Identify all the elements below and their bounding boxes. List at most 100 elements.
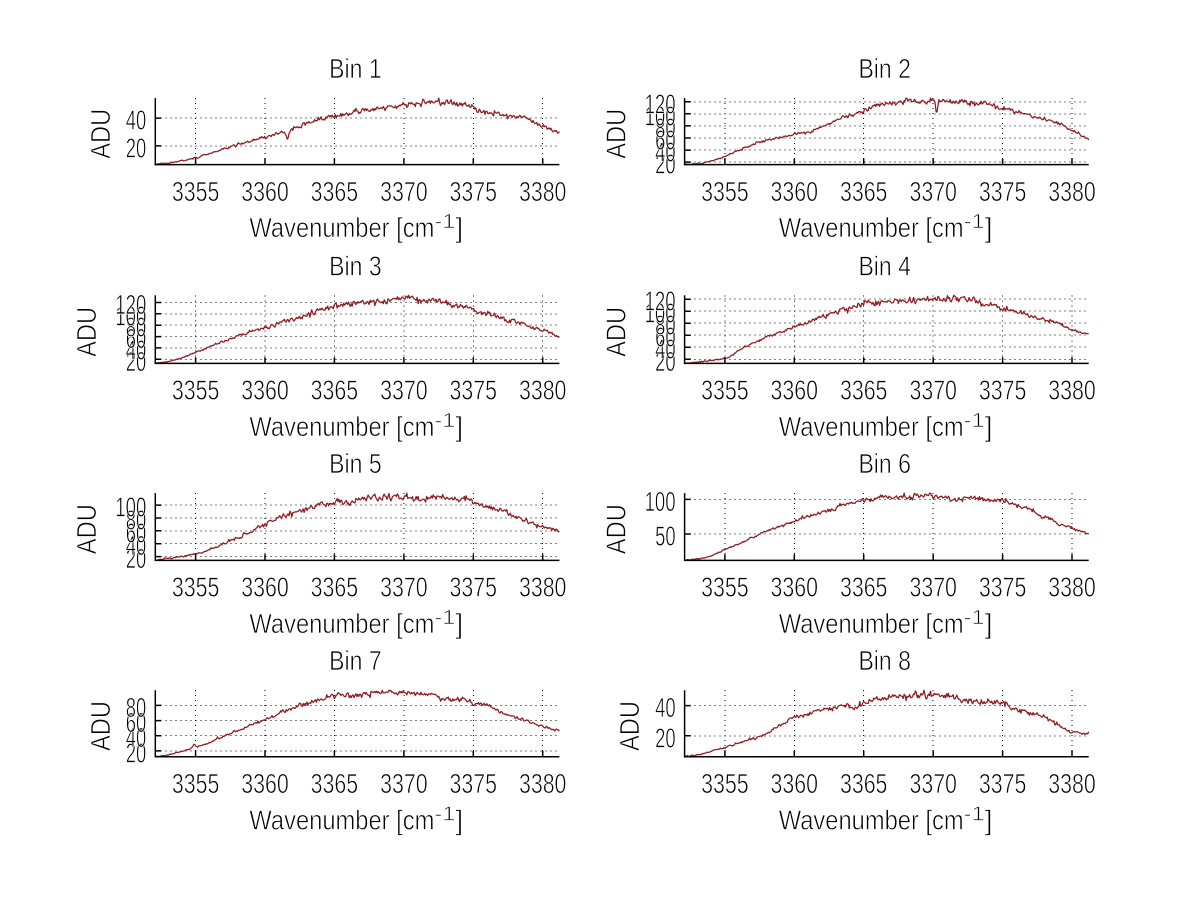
svg-text:3375: 3375: [979, 375, 1027, 406]
svg-text:3365: 3365: [840, 572, 888, 603]
svg-text:3370: 3370: [380, 176, 428, 207]
svg-text:3365: 3365: [840, 176, 888, 207]
svg-text:40: 40: [126, 722, 147, 753]
svg-text:3365: 3365: [311, 572, 359, 603]
svg-text:3380: 3380: [1048, 375, 1096, 406]
svg-text:3370: 3370: [380, 572, 428, 603]
svg-text:20: 20: [655, 149, 676, 180]
svg-text:3370: 3370: [909, 176, 957, 207]
svg-text:3360: 3360: [771, 768, 819, 799]
svg-text:Bin 8: Bin 8: [858, 645, 911, 676]
svg-text:3370: 3370: [380, 375, 428, 406]
svg-text:Bin 1: Bin 1: [329, 53, 382, 84]
svg-text:Wavenumber [cm-1]: Wavenumber [cm-1]: [249, 803, 463, 835]
svg-text:40: 40: [655, 334, 676, 365]
svg-text:3380: 3380: [519, 768, 567, 799]
svg-text:100: 100: [115, 492, 146, 523]
svg-text:3375: 3375: [979, 572, 1027, 603]
svg-text:40: 40: [655, 137, 676, 168]
svg-text:ADU: ADU: [85, 701, 116, 751]
svg-text:3360: 3360: [241, 572, 289, 603]
svg-text:20: 20: [655, 346, 676, 377]
svg-text:Wavenumber [cm-1]: Wavenumber [cm-1]: [779, 607, 993, 639]
svg-text:Bin 4: Bin 4: [858, 250, 911, 281]
svg-text:3370: 3370: [909, 572, 957, 603]
svg-text:Wavenumber [cm-1]: Wavenumber [cm-1]: [249, 211, 463, 243]
svg-text:80: 80: [126, 505, 147, 536]
svg-text:40: 40: [126, 530, 147, 561]
svg-text:3360: 3360: [241, 176, 289, 207]
svg-text:60: 60: [126, 707, 147, 738]
svg-text:3375: 3375: [450, 375, 498, 406]
svg-text:80: 80: [126, 692, 147, 723]
svg-text:80: 80: [655, 112, 676, 143]
svg-text:20: 20: [126, 543, 147, 574]
svg-text:40: 40: [126, 105, 147, 136]
svg-text:Bin 6: Bin 6: [858, 448, 911, 479]
svg-text:3370: 3370: [909, 375, 957, 406]
svg-text:3375: 3375: [979, 176, 1027, 207]
svg-text:100: 100: [645, 100, 676, 131]
svg-text:ADU: ADU: [85, 109, 116, 159]
svg-text:100: 100: [115, 300, 146, 331]
svg-text:3355: 3355: [701, 572, 749, 603]
svg-text:Wavenumber [cm-1]: Wavenumber [cm-1]: [249, 607, 463, 639]
svg-text:ADU: ADU: [600, 109, 631, 159]
svg-text:3360: 3360: [241, 768, 289, 799]
svg-text:3380: 3380: [1048, 176, 1096, 207]
svg-text:3365: 3365: [311, 768, 359, 799]
svg-text:3355: 3355: [172, 572, 220, 603]
svg-text:20: 20: [126, 346, 147, 377]
svg-text:ADU: ADU: [614, 701, 645, 751]
svg-text:3365: 3365: [311, 176, 359, 207]
svg-text:3355: 3355: [701, 768, 749, 799]
svg-text:50: 50: [655, 521, 676, 552]
svg-text:3380: 3380: [519, 375, 567, 406]
svg-text:20: 20: [126, 737, 147, 768]
svg-text:ADU: ADU: [600, 307, 631, 357]
svg-text:3380: 3380: [1048, 572, 1096, 603]
svg-text:ADU: ADU: [71, 504, 102, 554]
svg-text:Bin 2: Bin 2: [858, 53, 911, 84]
svg-text:3380: 3380: [519, 176, 567, 207]
svg-text:3355: 3355: [172, 768, 220, 799]
svg-text:Bin 7: Bin 7: [329, 645, 382, 676]
svg-text:3365: 3365: [840, 375, 888, 406]
svg-text:3355: 3355: [701, 176, 749, 207]
svg-text:60: 60: [655, 322, 676, 353]
svg-text:20: 20: [126, 132, 147, 163]
svg-text:20: 20: [655, 722, 676, 753]
svg-text:60: 60: [655, 125, 676, 156]
svg-text:120: 120: [115, 289, 146, 320]
svg-text:3355: 3355: [701, 375, 749, 406]
svg-text:Wavenumber [cm-1]: Wavenumber [cm-1]: [779, 211, 993, 243]
svg-text:120: 120: [645, 286, 676, 317]
svg-text:40: 40: [655, 692, 676, 723]
svg-text:Wavenumber [cm-1]: Wavenumber [cm-1]: [249, 410, 463, 442]
svg-text:3360: 3360: [771, 572, 819, 603]
svg-text:60: 60: [126, 517, 147, 548]
svg-text:3365: 3365: [311, 375, 359, 406]
svg-text:Bin 3: Bin 3: [329, 250, 382, 281]
svg-text:ADU: ADU: [600, 504, 631, 554]
svg-text:3355: 3355: [172, 176, 220, 207]
svg-text:100: 100: [645, 298, 676, 329]
svg-text:3360: 3360: [241, 375, 289, 406]
svg-text:3375: 3375: [450, 176, 498, 207]
svg-text:ADU: ADU: [71, 307, 102, 357]
svg-text:3370: 3370: [380, 768, 428, 799]
svg-text:3375: 3375: [450, 572, 498, 603]
svg-text:120: 120: [645, 88, 676, 119]
svg-text:60: 60: [126, 323, 147, 354]
svg-text:Wavenumber [cm-1]: Wavenumber [cm-1]: [779, 803, 993, 835]
svg-text:3355: 3355: [172, 375, 220, 406]
svg-text:3360: 3360: [771, 375, 819, 406]
svg-text:3370: 3370: [909, 768, 957, 799]
svg-text:3365: 3365: [840, 768, 888, 799]
svg-text:80: 80: [126, 312, 147, 343]
svg-text:40: 40: [126, 334, 147, 365]
svg-text:3380: 3380: [519, 572, 567, 603]
svg-text:100: 100: [645, 486, 676, 517]
svg-text:80: 80: [655, 310, 676, 341]
svg-text:3360: 3360: [771, 176, 819, 207]
